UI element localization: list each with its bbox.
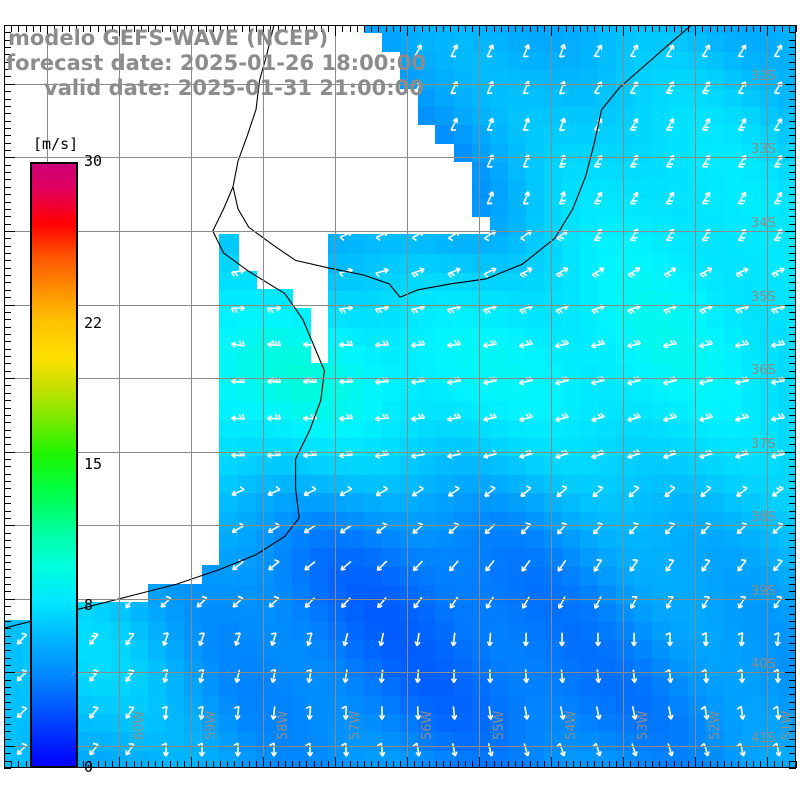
gridline-meridian bbox=[191, 25, 192, 768]
colorbar-tick-8: 8 bbox=[84, 596, 94, 615]
tick-left bbox=[4, 768, 11, 769]
longitude-label: 51W bbox=[780, 710, 796, 740]
longitude-label: 52W bbox=[708, 710, 724, 740]
gridline-parallel bbox=[4, 599, 796, 600]
latitude-label: 34S bbox=[751, 215, 776, 231]
gridline-meridian bbox=[767, 25, 768, 768]
latitude-label: 39S bbox=[751, 583, 776, 599]
colorbar-gradient bbox=[30, 162, 78, 768]
wind-speed-heatmap bbox=[4, 25, 796, 768]
longitude-label: 58W bbox=[276, 710, 292, 740]
gridline-parallel bbox=[4, 157, 796, 158]
gridline-parallel bbox=[4, 452, 796, 453]
gridline-meridian bbox=[119, 25, 120, 768]
longitude-label: 55W bbox=[492, 710, 508, 740]
gridline-parallel bbox=[4, 84, 796, 85]
gridline-meridian bbox=[263, 25, 264, 768]
gridline-parallel bbox=[4, 378, 796, 379]
map-plot-area[interactable] bbox=[4, 25, 796, 768]
longitude-label: 53W bbox=[636, 710, 652, 740]
gridline-meridian bbox=[335, 25, 336, 768]
gridline-parallel bbox=[4, 672, 796, 673]
gridline-meridian bbox=[551, 25, 552, 768]
gridline-parallel bbox=[4, 231, 796, 232]
gridline-meridian bbox=[479, 25, 480, 768]
gridline-meridian bbox=[623, 25, 624, 768]
latitude-label: 35S bbox=[751, 289, 776, 305]
tick-right bbox=[789, 768, 796, 769]
colorbar-unit-label: [m/s] bbox=[33, 135, 79, 153]
colorbar bbox=[30, 162, 78, 768]
colorbar-tick-0: 0 bbox=[84, 758, 94, 776]
longitude-label: 59W bbox=[204, 710, 220, 740]
latitude-label: 32S bbox=[751, 68, 776, 84]
latitude-label: 38S bbox=[751, 510, 776, 526]
longitude-label: 56W bbox=[420, 710, 436, 740]
longitude-label: 60W bbox=[132, 710, 148, 740]
latitude-label: 33S bbox=[751, 142, 776, 158]
longitude-label: 54W bbox=[564, 710, 580, 740]
colorbar-tick-22: 22 bbox=[84, 313, 103, 332]
longitude-label: 57W bbox=[348, 710, 364, 740]
tick-top bbox=[796, 25, 797, 32]
colorbar-tick-30: 30 bbox=[84, 152, 103, 170]
latitude-label: 37S bbox=[751, 436, 776, 452]
gridline-parallel bbox=[4, 525, 796, 526]
latitude-label: 41S bbox=[751, 730, 776, 746]
latitude-label: 36S bbox=[751, 363, 776, 379]
gridline-meridian bbox=[407, 25, 408, 768]
colorbar-tick-15: 15 bbox=[84, 455, 103, 473]
gridline-parallel bbox=[4, 305, 796, 306]
gridline-parallel bbox=[4, 746, 796, 747]
tick-bottom bbox=[796, 761, 797, 768]
latitude-label: 40S bbox=[751, 657, 776, 673]
gridline-meridian bbox=[695, 25, 696, 768]
